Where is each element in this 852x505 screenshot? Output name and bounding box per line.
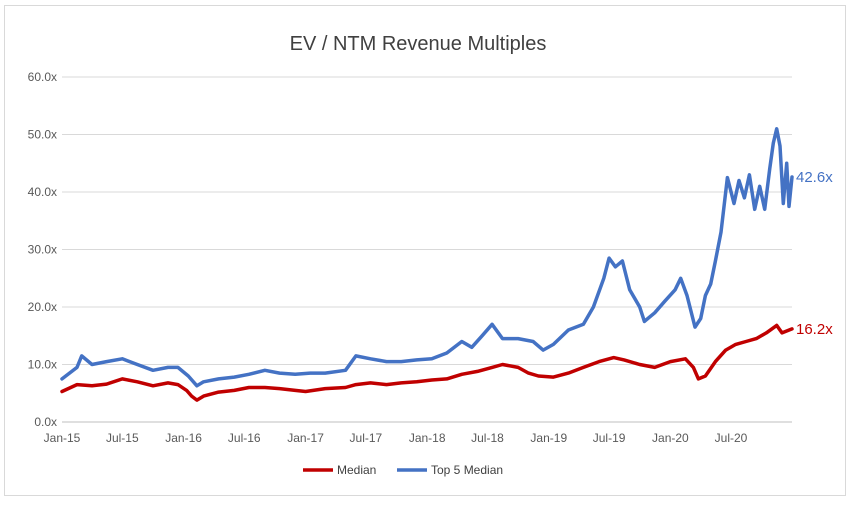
end-value-label: 42.6x: [796, 169, 833, 186]
y-tick-label: 20.0x: [28, 300, 57, 314]
series-lines: [60, 127, 794, 402]
legend-label: Top 5 Median: [431, 463, 503, 477]
y-tick-label: 40.0x: [28, 185, 57, 199]
x-tick-label: Jul-15: [106, 431, 139, 445]
x-tick-label: Jan-16: [165, 431, 202, 445]
series-line-median: [60, 323, 794, 402]
x-tick-label: Jan-18: [409, 431, 446, 445]
series-line-top-5-median: [60, 127, 794, 388]
x-tick-label: Jan-17: [287, 431, 324, 445]
x-tick-label: Jul-17: [350, 431, 383, 445]
x-tick-label: Jul-20: [715, 431, 748, 445]
y-tick-label: 50.0x: [28, 128, 57, 142]
y-tick-label: 30.0x: [28, 243, 57, 257]
x-tick-label: Jul-16: [228, 431, 261, 445]
legend-label: Median: [337, 463, 376, 477]
x-tick-label: Jul-19: [593, 431, 626, 445]
y-tick-label: 60.0x: [28, 70, 57, 84]
x-tick-label: Jan-19: [530, 431, 567, 445]
y-tick-label: 0.0x: [34, 415, 57, 429]
x-tick-label: Jan-20: [652, 431, 689, 445]
legend: Median Top 5 Median: [303, 463, 503, 477]
x-tick-label: Jan-15: [44, 431, 81, 445]
x-axis-ticks: Jan-15 Jul-15 Jan-16 Jul-16 Jan-17 Jul-17 Jan-…: [44, 431, 748, 445]
end-value-label: 16.2x: [796, 321, 833, 338]
chart-title: EV / NTM Revenue Multiples: [290, 33, 547, 55]
y-tick-label: 10.0x: [28, 358, 57, 372]
end-labels: 16.2x 42.6x: [796, 169, 833, 338]
chart-frame: [4, 5, 846, 496]
y-axis-ticks: 0.0x 10.0x 20.0x 30.0x 40.0x 50.0x 60.0x: [28, 70, 57, 429]
grid-lines: [62, 76, 792, 423]
x-tick-label: Jul-18: [471, 431, 504, 445]
